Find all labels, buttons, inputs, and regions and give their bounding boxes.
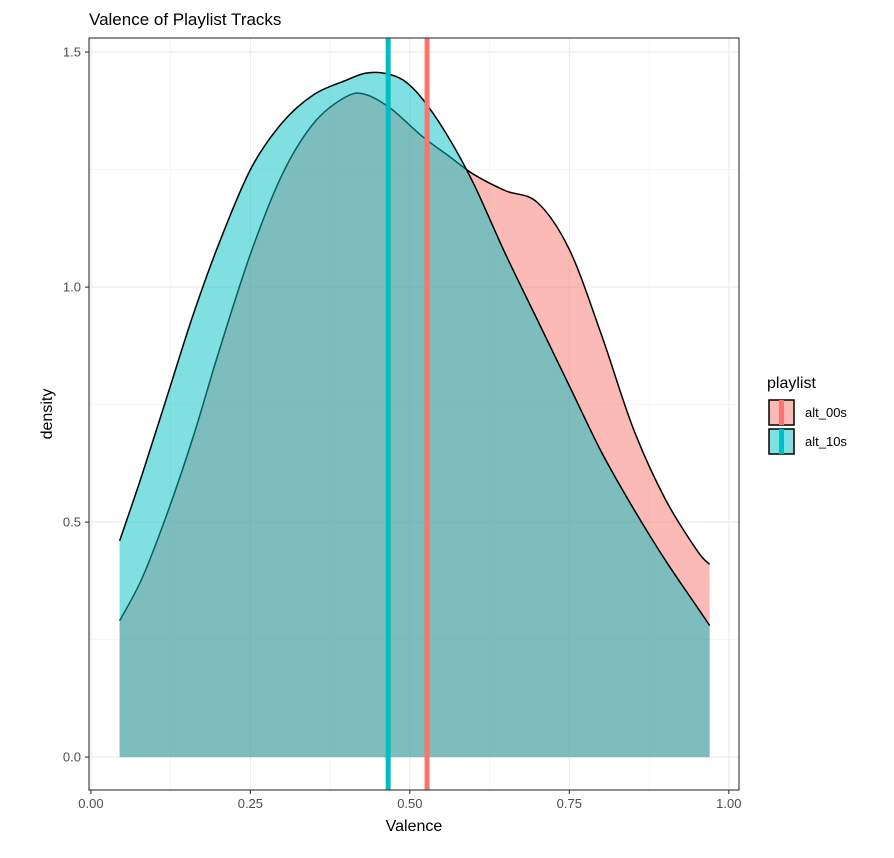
chart-title: Valence of Playlist Tracks bbox=[89, 10, 281, 29]
y-tick-label: 0.5 bbox=[63, 515, 81, 530]
density-area-alt_10s bbox=[119, 72, 710, 758]
x-axis: 0.00 0.25 0.50 0.75 1.00 bbox=[78, 790, 741, 811]
mean-lines bbox=[385, 38, 430, 790]
x-axis-label: Valence bbox=[386, 818, 443, 835]
x-tick-label: 0.75 bbox=[557, 796, 582, 811]
x-tick-label: 0.50 bbox=[397, 796, 422, 811]
y-tick-label: 1.5 bbox=[63, 45, 81, 60]
legend-key-alt_10s bbox=[768, 428, 795, 455]
legend: playlist alt_00s alt_10s bbox=[767, 375, 847, 455]
y-tick-label: 1.0 bbox=[63, 280, 81, 295]
legend-title: playlist bbox=[767, 375, 816, 392]
x-tick-label: 0.25 bbox=[238, 796, 263, 811]
y-tick-label: 0.0 bbox=[63, 750, 81, 765]
y-axis: 0.0 0.5 1.0 1.5 bbox=[63, 45, 89, 765]
density-curve-alt_10s bbox=[118, 71, 711, 626]
legend-label: alt_10s bbox=[805, 434, 847, 449]
legend-label: alt_00s bbox=[805, 405, 847, 420]
legend-key-alt_00s bbox=[768, 399, 795, 426]
x-tick-label: 1.00 bbox=[716, 796, 741, 811]
x-tick-label: 0.00 bbox=[78, 796, 103, 811]
y-axis-label: density bbox=[39, 389, 56, 440]
density-areas bbox=[118, 71, 711, 758]
panel-border bbox=[88, 37, 740, 791]
